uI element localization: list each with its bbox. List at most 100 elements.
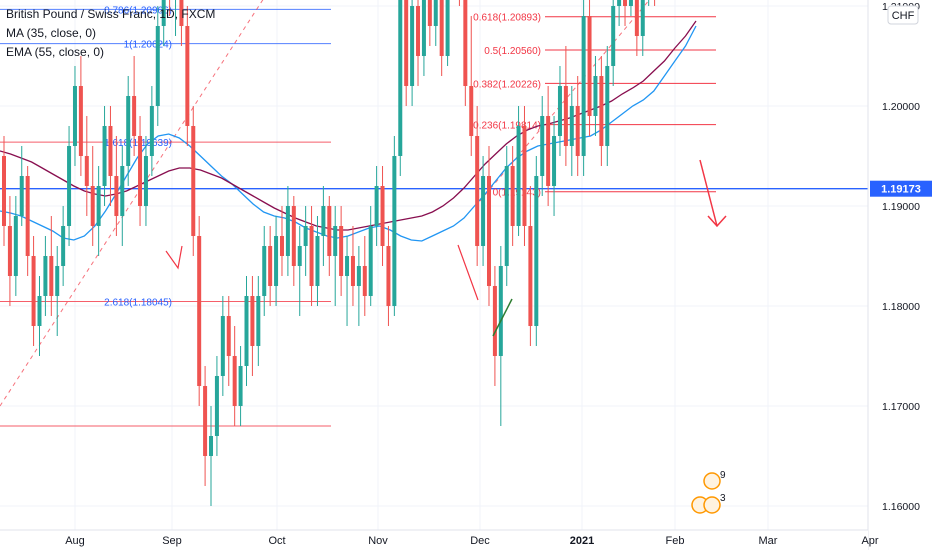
candle [43, 236, 48, 316]
candle [368, 206, 373, 306]
candle-body [274, 236, 279, 286]
time-tick-label: Sep [162, 535, 182, 547]
price-axis[interactable]: 1.160001.170001.180001.190001.200001.210… [867, 0, 932, 550]
candle-body [617, 0, 622, 6]
candle [640, 0, 645, 56]
candle-body [540, 116, 545, 176]
candle [410, 0, 415, 106]
candle-body [563, 86, 568, 146]
candle-body [315, 236, 320, 286]
candle [2, 136, 6, 246]
candle [654, 0, 656, 6]
candle [220, 296, 225, 396]
candle-body [149, 106, 154, 156]
candle-body [19, 176, 24, 216]
price-tick-label: 1.19000 [882, 201, 920, 213]
candle-body [191, 126, 196, 236]
candle-body [640, 0, 645, 36]
time-axis[interactable]: Aug Sep Oct Nov Dec 2021 Feb Mar Apr [0, 529, 879, 550]
candle [315, 216, 320, 306]
candle [634, 0, 639, 56]
candle [416, 0, 421, 86]
candle [540, 96, 545, 196]
candle [197, 216, 202, 406]
fib-right-label: 0.5(1.20560) [484, 46, 541, 57]
candle-body [72, 86, 77, 146]
candle-body [55, 266, 60, 296]
candle [498, 246, 503, 426]
candle-body [327, 206, 332, 256]
badge-level-bottom-bg [870, 180, 932, 197]
candle-body [481, 176, 486, 246]
candle [427, 0, 432, 46]
candle-body [421, 0, 426, 56]
left-swing-arrow [165, 245, 183, 270]
candle-body [244, 296, 249, 366]
ema-indicator-label[interactable]: EMA (55, close, 0) [6, 45, 105, 59]
time-tick-label: Feb [666, 535, 685, 547]
candle-body [197, 236, 202, 386]
candle [126, 76, 131, 186]
candle [250, 276, 255, 376]
candle-body [416, 6, 421, 56]
events-layer[interactable]: 93 [691, 470, 726, 514]
candle [623, 0, 628, 26]
candle-body [581, 16, 586, 156]
candle [510, 146, 515, 246]
candle [445, 0, 450, 66]
candle [67, 126, 72, 246]
candle-body [504, 166, 509, 266]
candle [492, 266, 497, 386]
candle [552, 116, 557, 216]
candle [96, 166, 101, 256]
candle [587, 0, 592, 136]
ma-indicator-label[interactable]: MA (35, close, 0) [6, 26, 97, 40]
candle [516, 106, 521, 236]
price-tick-label: 1.17000 [882, 401, 920, 413]
candle-body [433, 0, 438, 26]
candle-body [593, 76, 598, 116]
candle-body [611, 6, 616, 66]
candle-body [279, 236, 284, 256]
candle [37, 276, 42, 356]
candle-body [49, 256, 54, 296]
candle-body [13, 216, 18, 276]
candle [55, 246, 60, 336]
candle [463, 0, 468, 106]
candle-body [61, 226, 66, 266]
candle-body [374, 186, 379, 226]
candle [421, 0, 426, 76]
candle [392, 136, 397, 316]
candle-body [628, 0, 633, 6]
symbol-title[interactable]: British Pound / Swiss Franc, 1D, FXCM [6, 7, 216, 21]
candle-body [43, 256, 48, 296]
candle-body [291, 206, 296, 266]
candle [25, 166, 30, 276]
candle-body [37, 296, 42, 326]
candle [7, 196, 12, 306]
price-axis-background [868, 0, 932, 550]
candle-body [410, 6, 415, 86]
candle [132, 56, 137, 156]
candle [546, 86, 551, 206]
candle-body [7, 226, 12, 276]
price-tick-label: 1.18000 [882, 301, 920, 313]
candle-body [569, 106, 574, 146]
candle-body [498, 266, 503, 356]
candle [333, 206, 338, 306]
candle [185, 6, 190, 146]
candle-body [25, 176, 30, 256]
candle-body [303, 226, 308, 246]
candle [374, 166, 379, 246]
time-tick-label: Mar [759, 535, 778, 547]
chart-legend: British Pound / Swiss Franc, 1D, FXCM MA… [6, 5, 215, 62]
time-tick-label: Apr [861, 535, 878, 547]
time-tick-label: 2021 [570, 535, 594, 547]
candle-body [256, 296, 261, 346]
candle-body [67, 146, 72, 226]
candle [61, 206, 66, 286]
candle-body [179, 0, 184, 26]
candle [356, 246, 361, 326]
candle [439, 0, 444, 76]
